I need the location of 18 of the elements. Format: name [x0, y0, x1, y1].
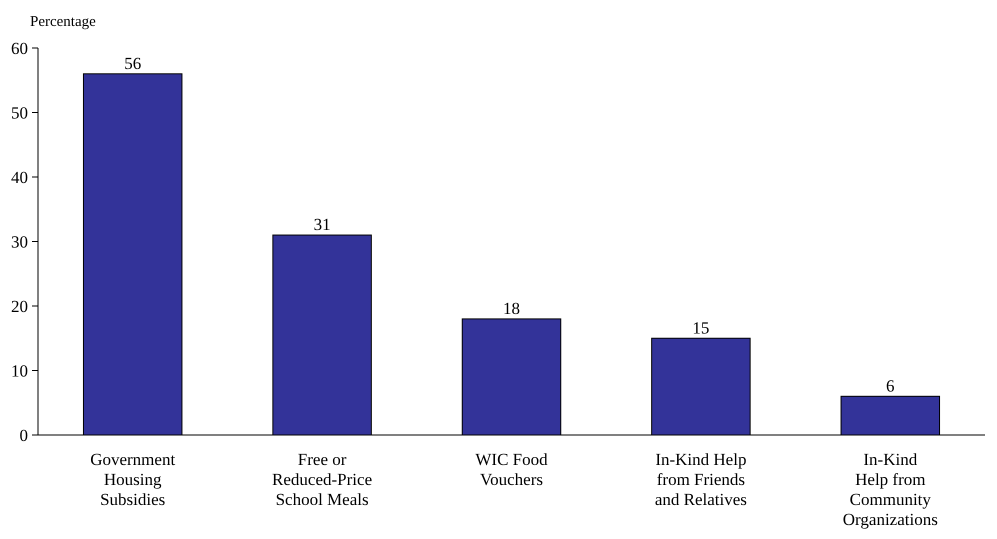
- data-label: 6: [886, 376, 895, 396]
- x-tick-label: WIC Food Vouchers: [475, 450, 548, 489]
- y-tick-label: 10: [11, 361, 28, 380]
- x-tick-label: In-Kind Help from Friends and Relatives: [654, 450, 747, 509]
- data-label: 56: [124, 54, 142, 73]
- y-tick-label: 60: [11, 38, 28, 58]
- data-label: 31: [314, 215, 331, 234]
- y-tick-label: 20: [11, 296, 28, 316]
- x-tick-label: Free or Reduced-Price School Meals: [272, 450, 372, 509]
- y-tick-label: 50: [11, 103, 28, 122]
- y-axis-title: Percentage: [30, 14, 96, 30]
- y-tick-label: 0: [20, 426, 28, 445]
- data-label: 15: [692, 318, 710, 338]
- x-tick-label: Government Housing Subsidies: [90, 450, 176, 509]
- x-tick-label: In-Kind Help from Community Organizations: [842, 450, 938, 529]
- data-label: 18: [503, 298, 520, 318]
- y-tick-label: 30: [11, 232, 28, 252]
- y-tick-label: 40: [11, 168, 28, 187]
